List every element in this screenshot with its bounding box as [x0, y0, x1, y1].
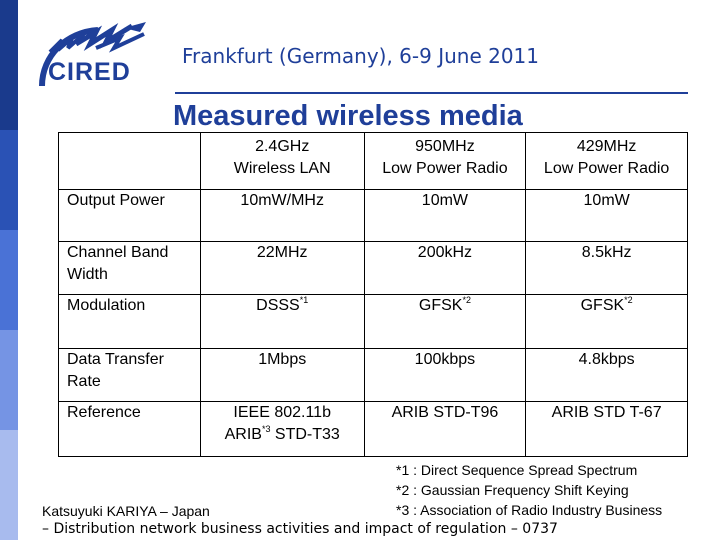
side-bar-segment — [0, 330, 18, 430]
table-row: Channel Band Width 22MHz 200kHz 8.5kHz — [58, 241, 688, 295]
footer-session: – Distribution network business activiti… — [42, 521, 558, 537]
table-cell: ARIB STD-T96 — [363, 401, 527, 457]
row-label: Reference — [58, 401, 201, 457]
header-divider — [175, 92, 688, 94]
column-header-line: Wireless LAN — [233, 160, 331, 177]
side-bar-segment — [0, 130, 18, 230]
row-label: Channel Band Width — [58, 241, 201, 295]
conference-title: Frankfurt (Germany), 6-9 June 2011 — [182, 44, 540, 68]
column-header-line: 429MHz — [576, 138, 637, 155]
table-cell: 10mW — [525, 189, 688, 242]
table-cell: 10mW/MHz — [199, 189, 365, 242]
reference-line: IEEE 802.11b — [233, 404, 331, 421]
side-bar-segment — [0, 0, 18, 130]
column-header-line: Low Power Radio — [382, 160, 508, 177]
footnote: *1 : Direct Sequence Spread Spectrum — [396, 462, 638, 478]
table-cell: DSSS*1 — [199, 294, 365, 349]
cired-logo-icon — [39, 22, 146, 87]
logo-text: CIRED — [48, 58, 131, 86]
header-empty-cell — [58, 132, 201, 190]
column-header: 950MHz Low Power Radio — [363, 132, 527, 190]
table-cell: 22MHz — [199, 241, 365, 295]
table-cell: 4.8kbps — [525, 348, 688, 402]
slide-title: Measured wireless media — [173, 100, 523, 132]
table-row: Output Power 10mW/MHz 10mW 10mW — [58, 189, 688, 242]
column-header-line: 950MHz — [415, 138, 475, 155]
table-cell: 200kHz — [363, 241, 527, 295]
column-header-line: 2.4GHz — [255, 138, 310, 155]
side-color-bar — [0, 0, 18, 540]
reference-line: ARIB*3 STD-T33 — [224, 424, 340, 444]
side-bar-segment — [0, 230, 18, 330]
table-row-reference: Reference IEEE 802.11b ARIB*3 STD-T33 AR… — [58, 401, 688, 457]
table-cell: IEEE 802.11b ARIB*3 STD-T33 — [199, 401, 365, 457]
row-label: Output Power — [58, 189, 201, 242]
table-cell: GFSK*2 — [525, 294, 688, 349]
table-cell: GFSK*2 — [363, 294, 527, 349]
table-row: Data Transfer Rate 1Mbps 100kbps 4.8kbps — [58, 348, 688, 402]
column-header: 2.4GHz Wireless LAN — [199, 132, 365, 190]
table-cell: ARIB STD T-67 — [525, 401, 688, 457]
table-cell: 10mW — [363, 189, 527, 242]
table-cell: 100kbps — [363, 348, 527, 402]
row-label: Data Transfer Rate — [58, 348, 201, 402]
table-cell: 8.5kHz — [525, 241, 688, 295]
author-line: Katsuyuki KARIYA – Japan — [42, 503, 210, 519]
column-header-line: Low Power Radio — [543, 160, 670, 177]
row-label: Modulation — [58, 294, 201, 349]
column-header: 429MHz Low Power Radio — [525, 132, 688, 190]
footnote: *3 : Association of Radio Industry Busin… — [396, 502, 663, 518]
table-cell: 1Mbps — [199, 348, 365, 402]
side-bar-segment — [0, 430, 18, 540]
table-header-row: 2.4GHz Wireless LAN 950MHz Low Power Rad… — [58, 132, 688, 190]
table-row: Modulation DSSS*1 GFSK*2 GFSK*2 — [58, 294, 688, 349]
footnotes: *1 : Direct Sequence Spread Spectrum *2 … — [396, 460, 662, 520]
footnote: *2 : Gaussian Frequency Shift Keying — [396, 482, 629, 498]
wireless-media-table: 2.4GHz Wireless LAN 950MHz Low Power Rad… — [58, 132, 688, 457]
